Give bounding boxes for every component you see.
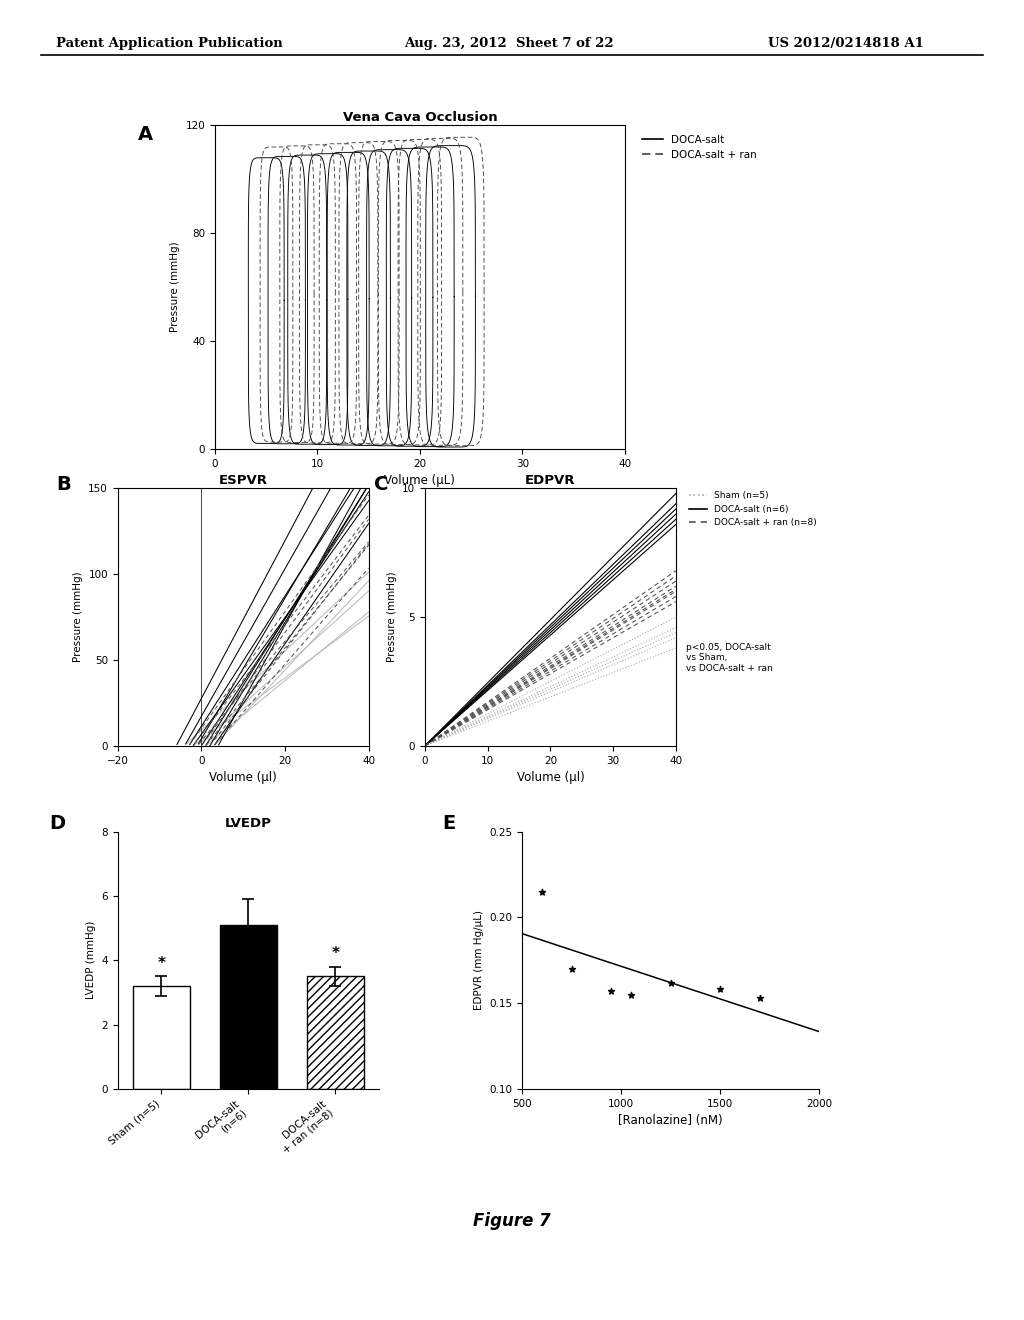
Y-axis label: Pressure (mmHg): Pressure (mmHg) xyxy=(170,242,180,333)
Title: ESPVR: ESPVR xyxy=(219,474,267,487)
Title: LVEDP: LVEDP xyxy=(225,817,271,830)
Text: Patent Application Publication: Patent Application Publication xyxy=(56,37,283,50)
X-axis label: Volume (μL): Volume (μL) xyxy=(384,474,456,487)
X-axis label: [Ranolazine] (nM): [Ranolazine] (nM) xyxy=(618,1114,723,1127)
Title: Vena Cava Occlusion: Vena Cava Occlusion xyxy=(342,111,498,124)
Legend: Sham (n=5), DOCA-salt (n=6), DOCA-salt + ran (n=8): Sham (n=5), DOCA-salt (n=6), DOCA-salt +… xyxy=(685,488,820,531)
Text: B: B xyxy=(56,475,71,494)
Text: US 2012/0214818 A1: US 2012/0214818 A1 xyxy=(768,37,924,50)
Text: D: D xyxy=(49,814,66,833)
Y-axis label: LVEDP (mmHg): LVEDP (mmHg) xyxy=(86,921,96,999)
Point xyxy=(752,987,768,1008)
Bar xyxy=(220,925,276,1089)
Text: *: * xyxy=(158,956,165,970)
Y-axis label: EDPVR (mm Hg/μL): EDPVR (mm Hg/μL) xyxy=(474,911,483,1010)
Y-axis label: Pressure (mmHg): Pressure (mmHg) xyxy=(73,572,83,663)
Point xyxy=(534,882,550,903)
Point xyxy=(663,972,679,993)
Text: E: E xyxy=(442,814,456,833)
X-axis label: Volume (μl): Volume (μl) xyxy=(516,771,585,784)
Bar xyxy=(307,977,364,1089)
Text: *: * xyxy=(332,946,339,961)
Point xyxy=(712,979,728,1001)
Point xyxy=(603,981,620,1002)
Y-axis label: Pressure (mmHg): Pressure (mmHg) xyxy=(386,572,396,663)
Text: A: A xyxy=(138,125,154,144)
Text: C: C xyxy=(374,475,388,494)
Legend: DOCA-salt, DOCA-salt + ran: DOCA-salt, DOCA-salt + ran xyxy=(638,131,761,164)
Bar xyxy=(133,986,189,1089)
X-axis label: Volume (μl): Volume (μl) xyxy=(209,771,278,784)
Text: Figure 7: Figure 7 xyxy=(473,1212,551,1230)
Text: p<0.05, DOCA-salt
vs Sham,
vs DOCA-salt + ran: p<0.05, DOCA-salt vs Sham, vs DOCA-salt … xyxy=(686,643,773,673)
Point xyxy=(563,958,580,979)
Text: Aug. 23, 2012  Sheet 7 of 22: Aug. 23, 2012 Sheet 7 of 22 xyxy=(404,37,614,50)
Point xyxy=(623,985,639,1006)
Title: EDPVR: EDPVR xyxy=(525,474,575,487)
